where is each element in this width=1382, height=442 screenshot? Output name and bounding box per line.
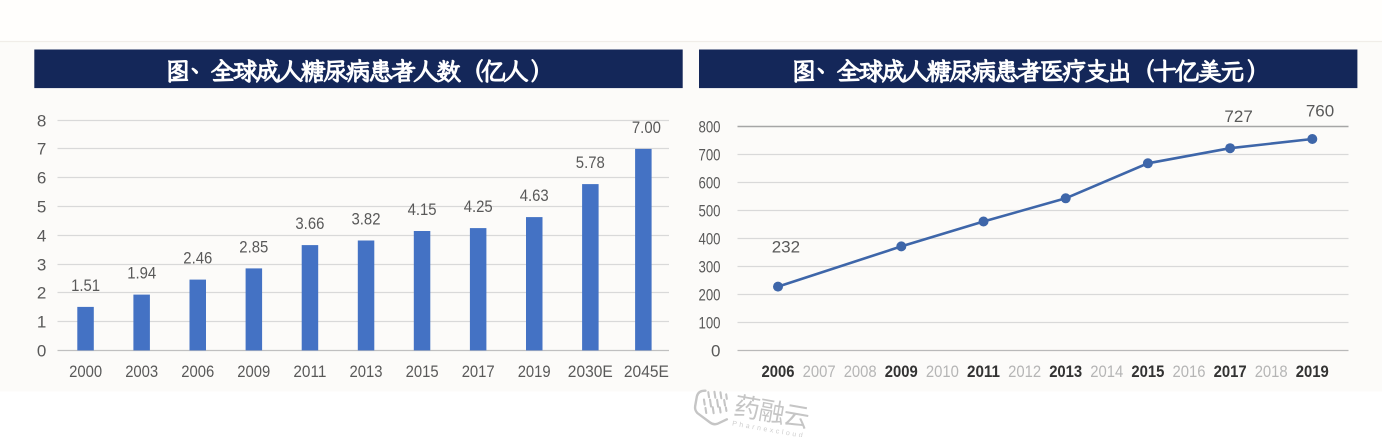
svg-text:2013: 2013 <box>350 362 383 381</box>
svg-text:2019: 2019 <box>1296 362 1329 381</box>
svg-text:5: 5 <box>37 198 46 217</box>
svg-text:2003: 2003 <box>125 362 158 381</box>
svg-text:2.46: 2.46 <box>183 249 212 268</box>
svg-text:3.66: 3.66 <box>295 214 324 233</box>
svg-text:2.85: 2.85 <box>239 237 268 256</box>
svg-text:2017: 2017 <box>1214 362 1247 381</box>
svg-text:2011: 2011 <box>293 362 326 381</box>
svg-text:2013: 2013 <box>1049 362 1082 381</box>
svg-text:760: 760 <box>1306 102 1334 121</box>
svg-text:400: 400 <box>699 230 721 249</box>
svg-text:2011: 2011 <box>967 362 1000 381</box>
svg-text:800: 800 <box>699 118 721 137</box>
svg-text:300: 300 <box>699 258 721 277</box>
svg-text:2: 2 <box>37 284 46 303</box>
svg-text:500: 500 <box>699 202 721 221</box>
svg-text:2045E: 2045E <box>624 362 669 381</box>
svg-text:5.78: 5.78 <box>576 153 605 172</box>
svg-text:2000: 2000 <box>69 362 102 381</box>
svg-text:4.15: 4.15 <box>408 200 437 219</box>
svg-text:6: 6 <box>37 169 46 188</box>
svg-text:4.63: 4.63 <box>520 186 549 205</box>
svg-text:100: 100 <box>699 314 721 333</box>
svg-text:7.00: 7.00 <box>632 118 661 137</box>
svg-text:2009: 2009 <box>885 362 918 381</box>
svg-text:700: 700 <box>699 146 721 165</box>
svg-text:4.25: 4.25 <box>464 197 493 216</box>
svg-text:0: 0 <box>37 342 46 361</box>
svg-text:2017: 2017 <box>462 362 495 381</box>
svg-text:2014: 2014 <box>1090 362 1123 381</box>
svg-text:200: 200 <box>699 286 721 305</box>
svg-text:0: 0 <box>711 342 720 361</box>
svg-text:2007: 2007 <box>803 362 836 381</box>
svg-text:1.94: 1.94 <box>127 264 156 283</box>
svg-text:3: 3 <box>37 256 46 275</box>
svg-text:7: 7 <box>37 140 46 159</box>
svg-text:232: 232 <box>772 237 800 256</box>
svg-text:600: 600 <box>699 174 721 193</box>
svg-text:1: 1 <box>37 313 46 332</box>
svg-text:1.51: 1.51 <box>71 276 100 295</box>
svg-text:2006: 2006 <box>181 362 214 381</box>
svg-text:2016: 2016 <box>1173 362 1206 381</box>
svg-text:2008: 2008 <box>844 362 877 381</box>
svg-text:2015: 2015 <box>1131 362 1164 381</box>
svg-text:4: 4 <box>37 227 46 246</box>
svg-text:2009: 2009 <box>237 362 270 381</box>
svg-text:2018: 2018 <box>1255 362 1288 381</box>
svg-text:727: 727 <box>1224 107 1252 126</box>
svg-text:3.82: 3.82 <box>352 210 381 229</box>
svg-text:2030E: 2030E <box>568 362 613 381</box>
svg-text:8: 8 <box>37 112 46 131</box>
svg-text:2006: 2006 <box>762 362 795 381</box>
svg-text:2019: 2019 <box>518 362 551 381</box>
svg-text:2010: 2010 <box>926 362 959 381</box>
svg-text:2012: 2012 <box>1008 362 1041 381</box>
svg-text:2015: 2015 <box>406 362 439 381</box>
